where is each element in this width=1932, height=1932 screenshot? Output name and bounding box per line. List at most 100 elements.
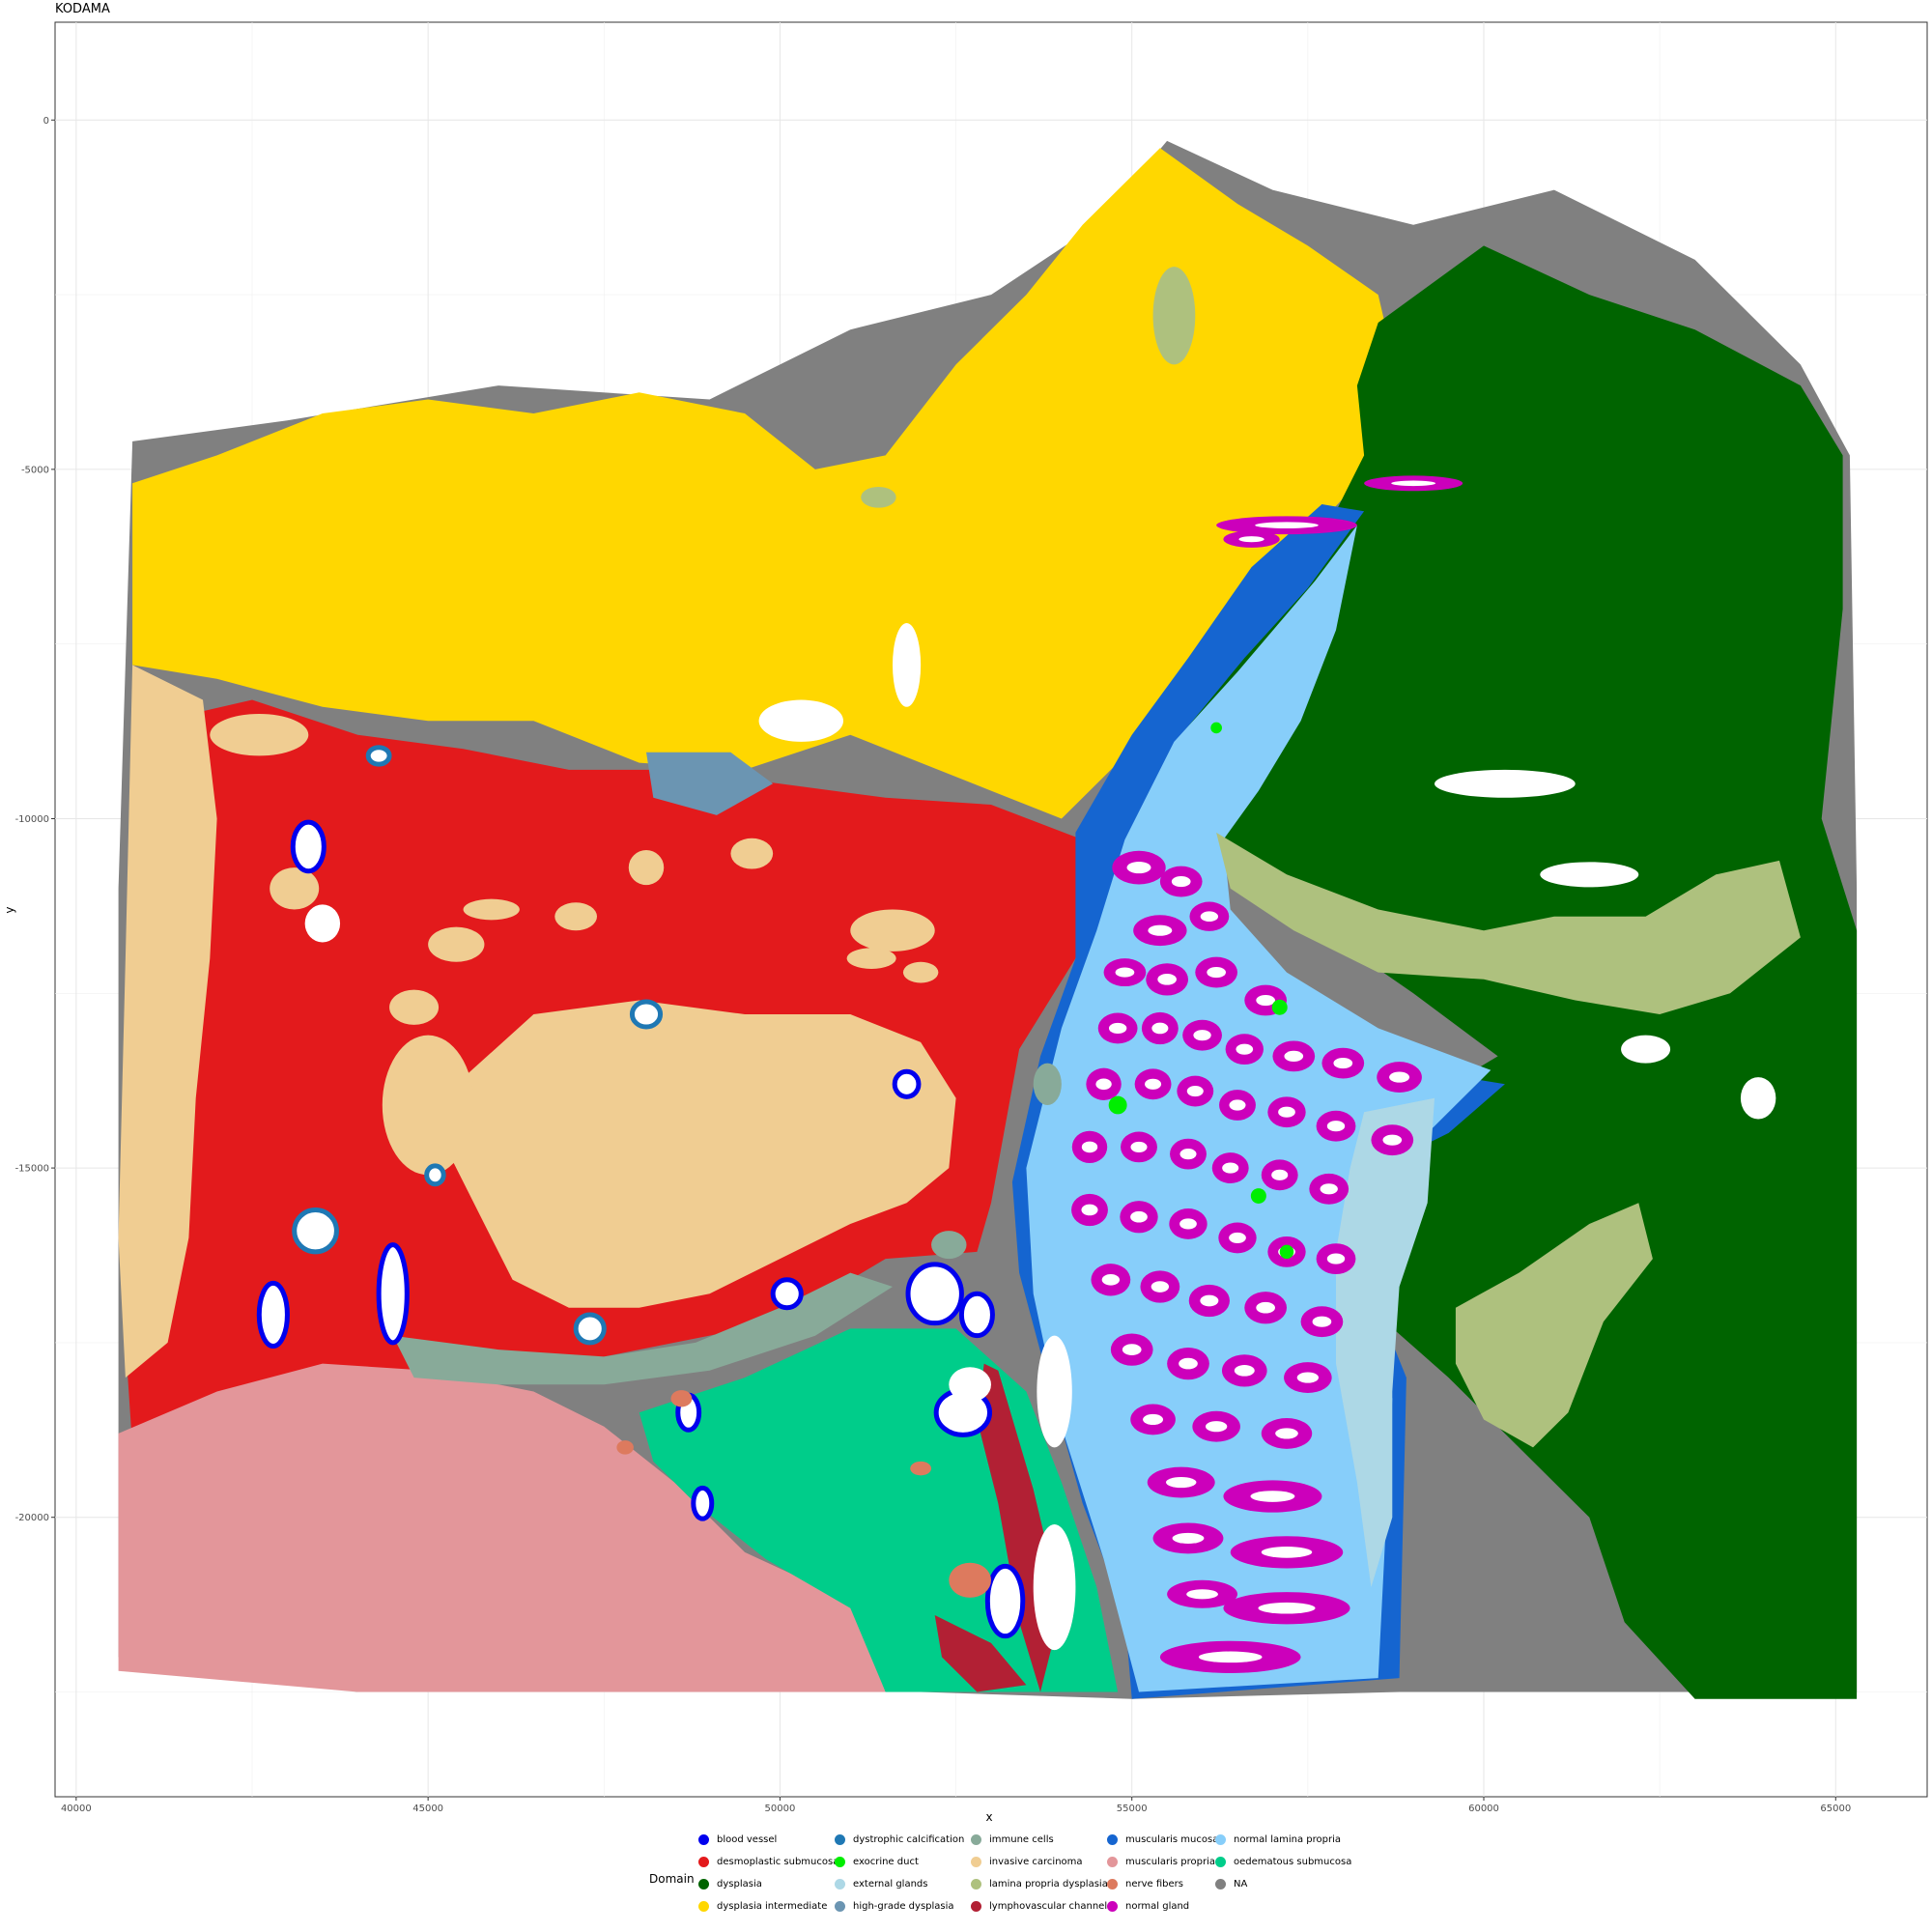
region-nerve-fibers bbox=[949, 1562, 991, 1598]
legend-label: dysplasia bbox=[717, 1879, 762, 1889]
gland-lumen bbox=[1171, 876, 1191, 888]
gland-lumen bbox=[1389, 1071, 1410, 1083]
legend-item: invasive carcinoma bbox=[971, 1857, 1083, 1867]
gland-lumen bbox=[1250, 1491, 1295, 1502]
gland-lumen bbox=[1258, 1602, 1316, 1614]
gland-lumen bbox=[1157, 974, 1177, 985]
tissue-gap bbox=[949, 1367, 991, 1403]
legend-label: desmoplastic submucosa bbox=[717, 1857, 839, 1867]
tissue-gap bbox=[1435, 769, 1576, 798]
legend-swatch bbox=[971, 1879, 981, 1889]
gland-lumen bbox=[1130, 1210, 1148, 1223]
x-tick-label: 50000 bbox=[765, 1804, 796, 1814]
y-tick-label: -15000 bbox=[15, 1164, 49, 1175]
x-tick-label: 45000 bbox=[412, 1804, 443, 1814]
legend-swatch bbox=[698, 1879, 709, 1889]
legend-label: lymphovascular channels bbox=[989, 1901, 1113, 1912]
region-external-glands bbox=[1336, 1097, 1435, 1587]
legend-swatch bbox=[971, 1857, 981, 1867]
legend-label: blood vessel bbox=[717, 1834, 778, 1845]
region-invasive-carcinoma bbox=[118, 665, 217, 1378]
region-exocrine-duct bbox=[1271, 999, 1288, 1015]
chart-title: KODAMA bbox=[55, 2, 110, 16]
gland-lumen bbox=[1122, 1344, 1142, 1355]
region-lamina-propria-dysplasia bbox=[861, 486, 896, 508]
region-exocrine-duct bbox=[1210, 722, 1222, 734]
gland-lumen bbox=[1200, 911, 1219, 923]
legend-label: external glands bbox=[853, 1879, 928, 1889]
legend-item: NA bbox=[1215, 1879, 1247, 1889]
legend-item: high-grade dysplasia bbox=[835, 1901, 954, 1912]
region-invasive-carcinoma bbox=[628, 850, 665, 886]
region-blood-vessel bbox=[892, 1068, 922, 1099]
legend-swatch bbox=[1107, 1879, 1118, 1889]
legend-item: desmoplastic submucosa bbox=[698, 1857, 838, 1867]
legend-item: normal lamina propria bbox=[1215, 1834, 1341, 1845]
gland-lumen bbox=[1238, 536, 1264, 543]
legend-swatch bbox=[698, 1901, 709, 1912]
region-invasive-carcinoma bbox=[270, 867, 320, 910]
legend-swatch bbox=[835, 1879, 845, 1889]
legend-swatch bbox=[971, 1834, 981, 1845]
region-immune-cells bbox=[392, 1272, 893, 1385]
tissue-gap bbox=[893, 622, 922, 707]
gland-lumen bbox=[1115, 967, 1135, 978]
y-tick-label: 0 bbox=[43, 116, 49, 127]
legend-swatch bbox=[1215, 1879, 1226, 1889]
gland-lumen bbox=[1126, 862, 1151, 874]
legend-item: immune cells bbox=[971, 1834, 1054, 1845]
gland-lumen bbox=[1200, 1294, 1219, 1307]
gland-lumen bbox=[1256, 994, 1275, 1007]
tissue-gap bbox=[1740, 1077, 1776, 1120]
tissue-gap bbox=[1037, 1335, 1072, 1448]
legend-swatch bbox=[971, 1901, 981, 1912]
legend-label: normal lamina propria bbox=[1234, 1834, 1342, 1845]
gland-lumen bbox=[1222, 1162, 1239, 1174]
legend-item: muscularis mucosa bbox=[1107, 1834, 1218, 1845]
legend-item: muscularis propria bbox=[1107, 1857, 1215, 1867]
region-dystrophic-calcification bbox=[292, 1207, 339, 1255]
region-high-grade-dysplasia bbox=[646, 752, 774, 815]
gland-lumen bbox=[1179, 1357, 1198, 1370]
y-tick-label: -10000 bbox=[15, 814, 49, 825]
region-nerve-fibers bbox=[910, 1461, 932, 1476]
gland-lumen bbox=[1256, 1301, 1275, 1314]
gland-lumen bbox=[1186, 1085, 1204, 1097]
legend-swatch bbox=[835, 1857, 845, 1867]
gland-lumen bbox=[1108, 1022, 1127, 1035]
region-nerve-fibers bbox=[670, 1390, 693, 1407]
legend-label: immune cells bbox=[989, 1834, 1054, 1845]
region-immune-cells bbox=[931, 1231, 967, 1260]
legend-swatch bbox=[1107, 1857, 1118, 1867]
legend-item: external glands bbox=[835, 1879, 927, 1889]
gland-lumen bbox=[1165, 1476, 1197, 1489]
gland-lumen bbox=[1145, 1078, 1162, 1090]
y-tick-label: -20000 bbox=[15, 1513, 49, 1523]
y-axis-title: y bbox=[3, 906, 16, 913]
legend-label: dystrophic calcification bbox=[853, 1834, 965, 1845]
region-invasive-carcinoma bbox=[902, 961, 939, 983]
gland-lumen bbox=[1186, 1589, 1218, 1600]
region-invasive-carcinoma bbox=[463, 898, 520, 921]
gland-lumen bbox=[1275, 1428, 1298, 1439]
gland-lumen bbox=[1081, 1204, 1098, 1216]
region-blood-vessel bbox=[691, 1485, 715, 1521]
legend-label: muscularis propria bbox=[1125, 1857, 1216, 1867]
legend-label: dysplasia intermediate bbox=[717, 1901, 828, 1912]
legend-item: normal gland bbox=[1107, 1901, 1189, 1912]
x-axis-title: x bbox=[985, 1810, 992, 1824]
legend-item: dysplasia bbox=[698, 1879, 762, 1889]
region-dystrophic-calcification bbox=[573, 1312, 607, 1346]
x-tick-label: 65000 bbox=[1820, 1804, 1851, 1814]
gland-lumen bbox=[1101, 1273, 1121, 1286]
region-blood-vessel bbox=[905, 1262, 964, 1326]
region-blood-vessel bbox=[770, 1277, 804, 1311]
gland-lumen bbox=[1326, 1121, 1346, 1132]
gland-lumen bbox=[1172, 1532, 1205, 1544]
legend-swatch bbox=[1215, 1834, 1226, 1845]
gland-lumen bbox=[1198, 1651, 1263, 1663]
x-tick-label: 60000 bbox=[1468, 1804, 1499, 1814]
gland-lumen bbox=[1148, 924, 1173, 936]
legend-label: nerve fibers bbox=[1125, 1879, 1183, 1889]
region-dystrophic-calcification bbox=[424, 1163, 446, 1187]
